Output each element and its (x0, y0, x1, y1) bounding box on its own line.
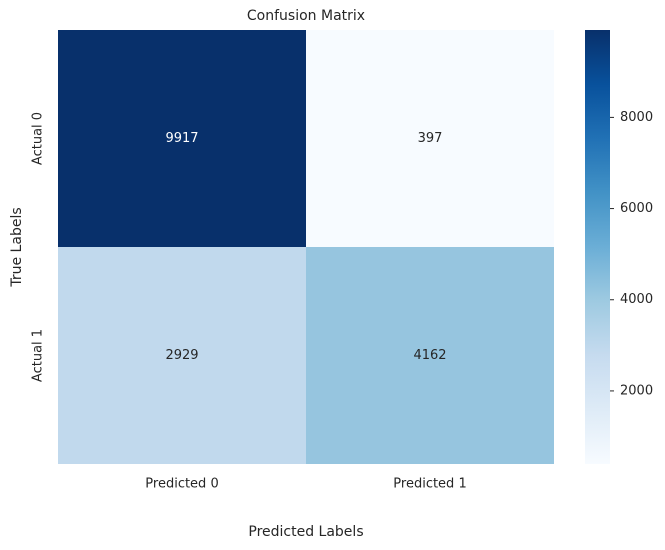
colorbar-tick-label: 4000 (620, 292, 653, 307)
colorbar-tick-label: 8000 (620, 110, 653, 125)
cell-label: 2929 (165, 348, 198, 363)
heatmap-cell (58, 247, 306, 464)
x-axis-label: Predicted Labels (248, 524, 363, 540)
chart-title: Confusion Matrix (247, 8, 365, 24)
x-tick-label: Predicted 1 (393, 477, 466, 492)
cell-label: 4162 (413, 348, 446, 363)
colorbar-tick-label: 2000 (620, 383, 653, 398)
colorbar (585, 30, 610, 464)
cell-label: 9917 (165, 131, 198, 146)
y-tick-label: Actual 0 (31, 112, 46, 165)
heatmap-cell (306, 30, 554, 247)
heatmap-cell (306, 247, 554, 464)
heatmap-cell (58, 30, 306, 247)
cell-label: 397 (418, 131, 443, 146)
y-axis-label: True Labels (9, 207, 25, 287)
colorbar-tick-label: 6000 (620, 201, 653, 216)
x-tick-label: Predicted 0 (145, 477, 218, 492)
y-tick-label: Actual 1 (31, 329, 46, 382)
